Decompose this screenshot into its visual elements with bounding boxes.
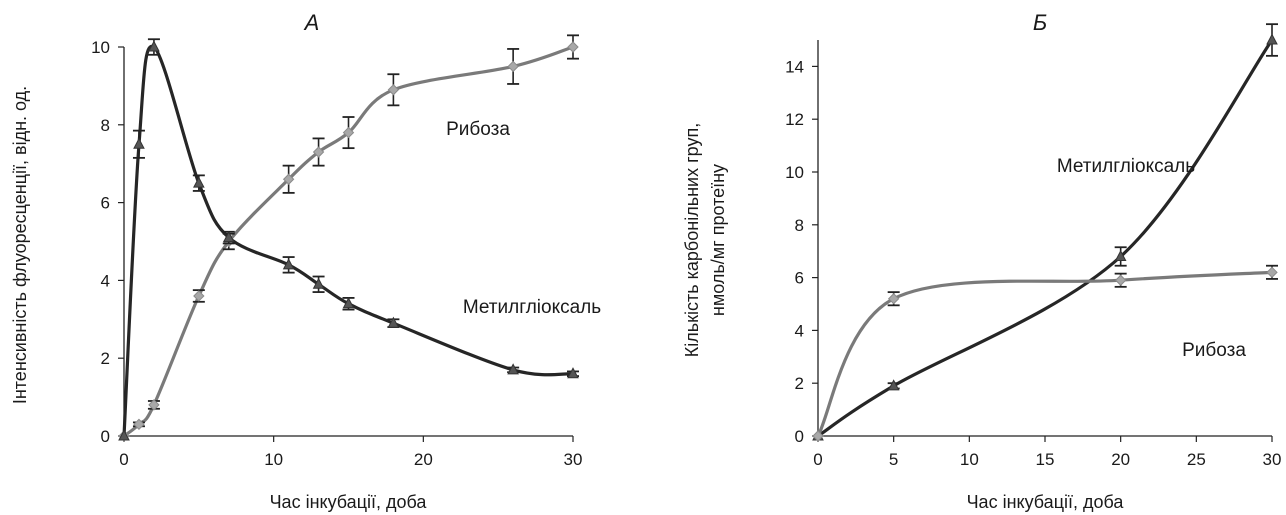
series-line <box>123 45 574 438</box>
panel-title: А <box>303 10 320 35</box>
data-point <box>507 363 519 375</box>
y-axis-label: Кількість карбонільних груп, <box>682 123 702 357</box>
series-line <box>122 44 574 437</box>
x-tick-label: 25 <box>1187 450 1206 469</box>
y-axis-label: нмоль/мг протеїну <box>708 164 728 316</box>
data-point <box>342 297 355 309</box>
x-tick-label: 10 <box>264 450 283 469</box>
y-tick-label: 0 <box>795 427 804 446</box>
series-line <box>816 270 1273 437</box>
y-tick-label: 4 <box>101 271 110 290</box>
series-annotation: Метилгліоксаль <box>1057 156 1195 177</box>
y-tick-label: 10 <box>91 38 110 57</box>
y-tick-label: 2 <box>795 374 804 393</box>
y-tick-label: 14 <box>785 57 804 76</box>
data-point <box>887 293 900 305</box>
data-point <box>312 146 325 158</box>
data-point <box>342 126 355 139</box>
data-point <box>1266 266 1278 279</box>
y-tick-label: 12 <box>785 110 804 129</box>
x-tick-label: 5 <box>889 450 898 469</box>
series-annotation: Рибоза <box>446 119 510 140</box>
series-annotation: Метилгліоксаль <box>463 297 601 318</box>
x-tick-label: 10 <box>960 450 979 469</box>
data-point <box>118 429 130 441</box>
x-axis-label: Час інкубації, доба <box>270 492 428 512</box>
data-point <box>507 60 519 73</box>
x-tick-label: 20 <box>414 450 433 469</box>
data-point <box>387 84 400 96</box>
y-tick-label: 10 <box>785 163 804 182</box>
y-tick-label: 6 <box>101 194 110 213</box>
data-point <box>282 258 295 270</box>
y-tick-label: 6 <box>795 269 804 288</box>
y-tick-label: 2 <box>101 349 110 368</box>
x-tick-label: 30 <box>1263 450 1282 469</box>
data-point <box>567 367 579 379</box>
x-tick-label: 0 <box>119 450 128 469</box>
y-tick-label: 8 <box>101 116 110 135</box>
x-tick-label: 15 <box>1036 450 1055 469</box>
data-point <box>567 41 579 53</box>
series-line <box>817 39 1274 438</box>
data-point <box>387 316 400 328</box>
data-point <box>312 277 325 289</box>
y-tick-label: 4 <box>795 321 804 340</box>
y-tick-label: 0 <box>101 427 110 446</box>
data-point <box>133 137 145 149</box>
data-point <box>193 290 205 302</box>
y-tick-label: 8 <box>795 216 804 235</box>
x-tick-label: 0 <box>813 450 822 469</box>
data-point <box>222 231 235 243</box>
x-axis-label: Час інкубації, доба <box>967 492 1125 512</box>
series-annotation: Рибоза <box>1182 340 1246 361</box>
data-point <box>887 379 900 391</box>
x-tick-label: 30 <box>564 450 583 469</box>
data-point <box>133 418 145 431</box>
data-point <box>282 173 295 185</box>
data-point <box>812 430 824 442</box>
x-tick-label: 20 <box>1111 450 1130 469</box>
y-axis-label: Інтенсивність флуоресценції, відн. од. <box>10 86 30 404</box>
panel-title: Б <box>1033 10 1047 35</box>
data-point <box>148 40 160 52</box>
data-point <box>1266 33 1278 45</box>
data-point <box>1114 249 1127 261</box>
data-point <box>148 399 160 411</box>
data-point <box>193 176 205 188</box>
data-point <box>1114 274 1127 286</box>
